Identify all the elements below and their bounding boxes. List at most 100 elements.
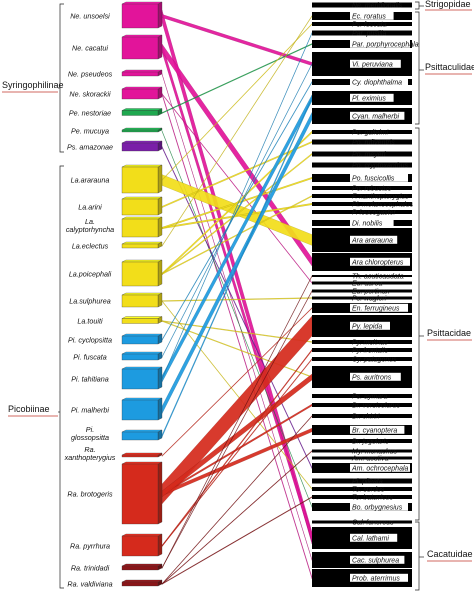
bracket-syringophilinae: [59, 3, 64, 153]
host-label-background: [350, 425, 405, 434]
host-node-ps-auritrons: Ps. auritrons: [312, 366, 412, 388]
host-node-po-meyeri: Po. meyeri: [312, 151, 412, 158]
parasite-label: La.eclectus: [72, 242, 109, 251]
parasite-label: La.arini: [78, 203, 102, 212]
node-box-top: [121, 216, 163, 220]
host-block: [312, 394, 412, 398]
host-label: Eu. aurea: [352, 280, 382, 287]
node-box-top: [121, 563, 163, 567]
host-node-prob-aterrimus: Prob. aterrimus: [312, 569, 412, 587]
host-block: [312, 340, 412, 344]
parasite-label: La.ararauna: [71, 176, 110, 185]
host-node-cy-diophthalma: Cy. diophthalma: [312, 77, 412, 86]
parasite-label: Ne. skorackii: [69, 90, 111, 99]
association-link: [161, 14, 313, 66]
parasite-label: Ra. brotogeris: [67, 490, 113, 499]
node-box-face: [121, 71, 159, 77]
host-node-ara-chloropterus: Ara chloropterus: [312, 253, 412, 271]
node-box-top: [121, 86, 163, 90]
host-label: Cac. sulphurea: [352, 557, 399, 564]
host-block: [312, 202, 412, 206]
group-brackets: [58, 1, 424, 591]
node-box-top: [121, 196, 163, 200]
parasite-node-pi-malherbi: Pi. malherbi: [71, 397, 163, 421]
association-link: [161, 496, 313, 585]
association-link: [161, 153, 313, 275]
host-label: Ec. roratus: [352, 13, 386, 20]
host-label: Cy. patagonus: [352, 356, 397, 363]
parasite-node-ra-valdiviana: Ra. valdiviana: [67, 580, 163, 589]
host-label: Po. robustus: [352, 185, 392, 192]
node-box-top: [121, 1, 163, 5]
node-box-side: [157, 366, 163, 390]
left-group-label-syringophilinae: Syringophilinae: [2, 80, 64, 90]
host-node-cal-lathami: Cal. lathami: [312, 527, 412, 549]
host-label: To. surdus: [352, 486, 385, 493]
host-node-to-surdus: To. surdus: [312, 486, 412, 493]
node-box-top: [121, 69, 163, 73]
node-box-face: [121, 353, 159, 361]
parasite-node-pi-fuscata: Pi. fuscata: [73, 351, 163, 362]
node-box-top: [121, 164, 163, 168]
host-block: [312, 414, 412, 418]
parasite-node-la-calyptorhyncha: La. calyptorhyncha: [66, 216, 163, 238]
host-label: Br. versicolurus: [352, 402, 400, 409]
bracket-psittaculidae: [415, 11, 420, 125]
host-block: [312, 456, 412, 460]
host-label: Br. jugularis: [352, 438, 389, 445]
host-label: En. ferrugineus: [352, 305, 400, 312]
host-block: [312, 151, 412, 157]
host-block: [312, 478, 412, 484]
node-box-top: [121, 397, 163, 401]
parasite-node-ra-xanthopterygius: Ra. xanthopterygius: [64, 445, 163, 462]
node-box-top: [121, 452, 163, 456]
host-block: [312, 275, 412, 277]
parasite-node-la-sulphurea: La.sulphurea: [69, 292, 163, 308]
parasite-label: Pe. nestoriae: [69, 109, 111, 118]
host-block: [312, 130, 412, 134]
parasite-node-la-touiti: La.touiti: [77, 316, 163, 326]
host-node-po-robustus: Po. robustus: [312, 185, 412, 192]
host-block: [312, 281, 412, 285]
parasite-label: La.sulphurea: [69, 297, 111, 306]
host-label: P. leucogaster: [352, 209, 397, 216]
host-block: [312, 357, 412, 361]
host-block: [312, 487, 412, 491]
parasite-node-ne-cacatui: Ne. cacatui: [72, 34, 163, 60]
host-label-background: [350, 372, 401, 381]
bracket-cacatuidae: [415, 521, 420, 591]
host-block: [312, 495, 412, 499]
host-node-ec-roratus: Ec. roratus: [312, 11, 412, 20]
parasite-node-la-poicephali: La.poicephali: [69, 259, 163, 287]
parasite-node-ne-pseudeos: Ne. pseudeos: [68, 69, 163, 79]
parasite-node-pi-tahitiana: Pi. tahitiana: [71, 366, 163, 390]
node-box-top: [121, 333, 163, 337]
host-label: Par. pusilla: [352, 30, 386, 37]
host-label-background: [350, 59, 401, 68]
parasite-node-ne-unsoelsi: Ne. unsoelsi: [70, 1, 163, 29]
host-node-ps-fuscata: Ps. fuscata: [312, 21, 412, 28]
node-box-side: [157, 34, 163, 60]
right-group-label-strigopidae: Strigopidae: [425, 0, 471, 9]
host-node-py-frontalis: Py. frontalis: [312, 347, 412, 354]
parasite-node-pi-cyclopsitta: Pi. cyclopsitta: [68, 333, 163, 345]
host-node-po-rufiventris: Po. rufiventris: [312, 139, 412, 146]
host-node-en-ferrugineus: En. ferrugineus: [312, 303, 412, 313]
host-node-bo-orbygnesius: Bo. orbygnesius: [312, 502, 412, 511]
node-box-top: [121, 292, 163, 296]
right-group-label-cacatuidae: Cacatuidae: [427, 549, 473, 559]
host-block: [312, 289, 412, 293]
host-block: [312, 439, 412, 443]
host-label: Ps. auritrons: [352, 374, 392, 381]
host-label-background: [350, 303, 408, 312]
host-label: Po. gulielmi: [352, 129, 389, 136]
node-box-face: [121, 318, 159, 324]
parasite-label: Pi. cyclopsitta: [68, 336, 112, 345]
node-box-face: [121, 198, 159, 216]
bracket-strigopidae: [415, 1, 420, 10]
node-box-side: [157, 196, 163, 216]
host-node-py-lepida: Py. lepida: [312, 315, 412, 337]
node-box-face: [121, 565, 159, 571]
host-label: Ne. meridionalis: [352, 2, 403, 9]
host-label: Ara chloropterus: [351, 259, 404, 266]
